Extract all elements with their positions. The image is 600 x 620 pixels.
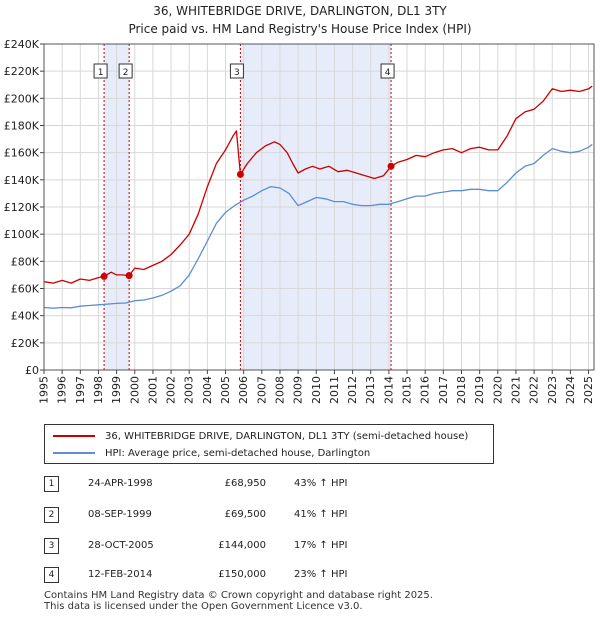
y-tick-label: £160K: [4, 147, 40, 160]
footer-copyright: Contains HM Land Registry data © Crown c…: [44, 590, 433, 601]
x-tick-label: 1995: [38, 376, 51, 404]
x-tick-label: 2017: [437, 376, 450, 404]
x-tick-label: 2011: [328, 376, 341, 404]
x-tick-label: 2008: [273, 376, 286, 404]
x-tick-label: 2004: [201, 376, 214, 404]
transaction-price: £68,950: [224, 478, 266, 489]
legend-label-price: 36, WHITEBRIDGE DRIVE, DARLINGTON, DL1 3…: [105, 430, 469, 442]
chart-subtitle: Price paid vs. HM Land Registry's House …: [128, 22, 472, 36]
chart-legend: 36, WHITEBRIDGE DRIVE, DARLINGTON, DL1 3…: [44, 424, 494, 464]
transaction-hpi: 41% ↑ HPI: [294, 509, 348, 520]
x-tick-label: 2016: [419, 376, 432, 404]
transaction-date: 12-FEB-2014: [88, 569, 153, 580]
transaction-date: 24-APR-1998: [88, 478, 153, 489]
x-tick-label: 2014: [382, 376, 395, 404]
x-tick-label: 2003: [183, 376, 196, 404]
x-tick-label: 2001: [146, 376, 159, 404]
sale-point: [125, 272, 133, 280]
transaction-number: 2: [44, 507, 59, 523]
legend-swatch-hpi: [53, 452, 95, 454]
x-tick-label: 1996: [56, 376, 69, 404]
transaction-price: £150,000: [218, 569, 266, 580]
x-tick-label: 2013: [364, 376, 377, 404]
y-tick-label: £40K: [11, 310, 40, 323]
legend-swatch-price: [53, 435, 95, 437]
sale-label-box: [93, 63, 108, 79]
x-tick-label: 2023: [546, 376, 559, 404]
sale-label-number: 1: [98, 68, 104, 78]
transaction-price: £69,500: [224, 509, 266, 520]
x-tick-label: 2005: [219, 376, 232, 404]
x-tick-label: 2007: [255, 376, 268, 404]
x-tick-label: 2019: [473, 376, 486, 404]
y-tick-label: £20K: [11, 337, 40, 350]
x-tick-label: 2012: [346, 376, 359, 404]
x-tick-label: 2022: [528, 376, 541, 404]
chart-title: 36, WHITEBRIDGE DRIVE, DARLINGTON, DL1 3…: [153, 4, 447, 18]
transaction-hpi: 17% ↑ HPI: [294, 540, 348, 551]
y-tick-label: £120K: [4, 201, 40, 214]
x-tick-label: 2006: [237, 376, 250, 404]
transaction-hpi: 23% ↑ HPI: [294, 569, 348, 580]
y-tick-label: £180K: [4, 120, 40, 133]
y-tick-label: £80K: [11, 255, 40, 268]
sale-point: [387, 162, 395, 170]
footer-licence: This data is licensed under the Open Gov…: [44, 601, 363, 612]
x-tick-label: 2000: [128, 376, 141, 404]
sale-label-box: [380, 63, 395, 79]
transaction-number: 4: [44, 567, 59, 583]
legend-item-hpi: HPI: Average price, semi-detached house,…: [53, 445, 370, 461]
sale-label-box: [229, 63, 244, 79]
transaction-hpi: 43% ↑ HPI: [294, 478, 348, 489]
y-tick-label: £100K: [4, 228, 40, 241]
legend-item-price: 36, WHITEBRIDGE DRIVE, DARLINGTON, DL1 3…: [53, 428, 468, 444]
transaction-date: 28-OCT-2005: [88, 540, 154, 551]
x-tick-label: 2025: [582, 376, 595, 404]
x-tick-label: 2018: [455, 376, 468, 404]
transaction-number: 1: [44, 476, 59, 492]
legend-label-hpi: HPI: Average price, semi-detached house,…: [105, 447, 371, 459]
x-tick-label: 2010: [310, 376, 323, 404]
sale-label-number: 3: [234, 68, 240, 78]
x-tick-label: 1997: [74, 376, 87, 404]
sale-label-number: 2: [123, 68, 129, 78]
sale-label-box: [118, 63, 133, 79]
sale-point: [236, 170, 244, 178]
y-tick-label: £220K: [4, 65, 40, 78]
y-tick-label: £60K: [11, 283, 40, 296]
x-tick-label: 2015: [401, 376, 414, 404]
hpi-series-line: [43, 143, 593, 309]
x-tick-label: 2024: [564, 376, 577, 404]
x-tick-label: 1998: [92, 376, 105, 404]
price-chart: £0 £20K £40K £60K £80K £100K £120K £140K £160K £1…: [4, 38, 595, 404]
x-tick-label: 2021: [509, 376, 522, 404]
plot-frame: [43, 43, 595, 371]
sale-label-number: 4: [385, 68, 391, 78]
x-tick-label: 1999: [110, 376, 123, 404]
y-tick-label: £240K: [4, 38, 40, 51]
x-tick-label: 2002: [165, 376, 178, 404]
sale-point: [100, 272, 108, 280]
x-tick-label: 2009: [292, 376, 305, 404]
transaction-price: £144,000: [218, 540, 266, 551]
transaction-number: 3: [44, 538, 59, 554]
x-tick-label: 2020: [491, 376, 504, 404]
y-tick-label: £0: [25, 364, 39, 377]
transaction-date: 08-SEP-1999: [88, 509, 152, 520]
y-tick-label: £140K: [4, 174, 40, 187]
y-tick-label: £200K: [4, 92, 40, 105]
